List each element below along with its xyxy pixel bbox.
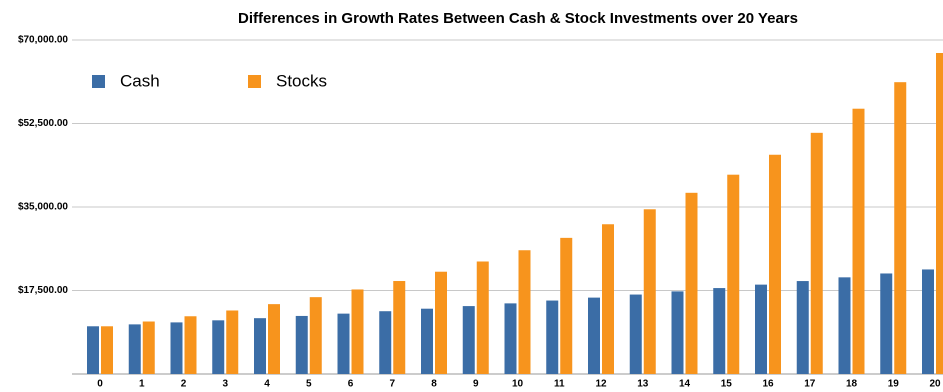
x-tick-label: 19 xyxy=(888,379,900,390)
x-tick-label: 15 xyxy=(721,379,733,390)
bar xyxy=(184,316,197,374)
legend-swatch xyxy=(92,75,105,88)
bar xyxy=(518,250,531,374)
bar xyxy=(727,174,740,374)
bar xyxy=(922,269,934,374)
bar xyxy=(462,306,475,374)
x-tick-label: 6 xyxy=(348,379,354,390)
y-tick-label: $17,500.00 xyxy=(18,285,68,296)
y-tick-label: $70,000.00 xyxy=(18,35,68,46)
bar xyxy=(87,326,99,374)
bar xyxy=(894,82,907,374)
x-tick-label: 0 xyxy=(97,379,103,390)
bar xyxy=(295,315,308,374)
bar xyxy=(936,53,943,375)
x-tick-label: 12 xyxy=(595,379,607,390)
x-tick-label: 9 xyxy=(473,379,479,390)
bar xyxy=(643,209,656,374)
bar xyxy=(838,277,851,374)
bar xyxy=(504,303,517,374)
x-tick-label: 5 xyxy=(306,379,312,390)
x-tick-label: 4 xyxy=(264,379,270,390)
y-tick-label: $52,500.00 xyxy=(18,118,68,129)
legend-label: Stocks xyxy=(276,71,327,90)
bar xyxy=(810,132,823,374)
x-tick-label: 17 xyxy=(804,379,816,390)
bar xyxy=(546,300,559,374)
bar xyxy=(880,273,893,374)
bar xyxy=(393,281,406,374)
y-tick-label: $35,000.00 xyxy=(18,202,68,213)
x-tick-label: 11 xyxy=(554,379,565,390)
bar xyxy=(671,291,684,374)
bar xyxy=(128,324,141,374)
bar xyxy=(685,192,698,374)
x-tick-label: 1 xyxy=(139,379,145,390)
x-tick-label: 14 xyxy=(679,379,691,390)
bar xyxy=(268,304,280,374)
x-tick-label: 10 xyxy=(512,379,524,390)
bar xyxy=(254,318,266,374)
bar xyxy=(379,311,392,374)
bar xyxy=(769,154,781,374)
bar xyxy=(212,320,225,374)
x-tick-label: 8 xyxy=(431,379,437,390)
x-tick-label: 3 xyxy=(222,379,228,390)
x-tick-label: 2 xyxy=(181,379,187,390)
bar xyxy=(435,271,447,374)
bar xyxy=(226,310,239,374)
bar xyxy=(852,108,865,374)
bar xyxy=(476,261,489,374)
bar xyxy=(560,237,573,374)
bar xyxy=(796,281,809,374)
bar xyxy=(309,297,322,374)
bar xyxy=(588,297,600,374)
x-tick-label: 16 xyxy=(762,379,774,390)
bar xyxy=(755,284,767,374)
bar xyxy=(142,321,155,374)
bar xyxy=(101,326,113,374)
bar xyxy=(713,288,726,374)
bar xyxy=(602,224,614,374)
x-tick-label: 18 xyxy=(846,379,858,390)
chart-title: Differences in Growth Rates Between Cash… xyxy=(238,10,798,27)
bar xyxy=(629,294,642,374)
legend-label: Cash xyxy=(120,71,160,90)
bar xyxy=(351,289,364,374)
bar xyxy=(170,322,183,374)
x-tick-label: 20 xyxy=(929,379,941,390)
bar xyxy=(421,308,433,374)
legend-swatch xyxy=(248,75,261,88)
x-tick-label: 7 xyxy=(389,379,395,390)
x-tick-label: 13 xyxy=(637,379,649,390)
bar xyxy=(337,313,350,374)
